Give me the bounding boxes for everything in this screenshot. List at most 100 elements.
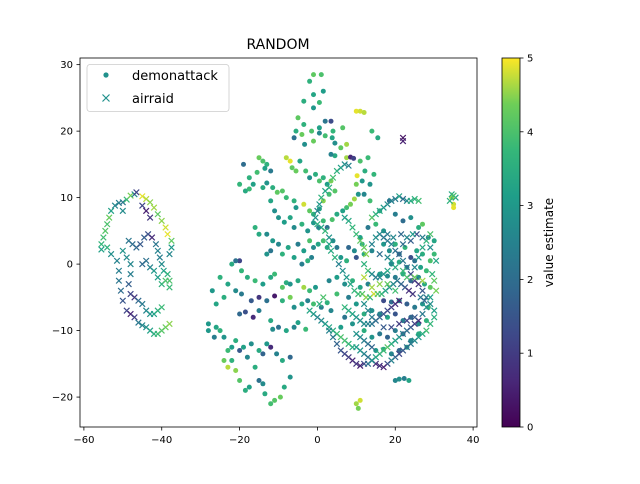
airraid-point [411, 274, 418, 281]
demonattack-point [225, 364, 231, 370]
airraid-point [162, 277, 169, 284]
airraid-point [164, 270, 171, 278]
demonattack-point [268, 318, 274, 324]
demonattack-point [420, 221, 425, 227]
demonattack-point [291, 225, 297, 230]
demonattack-point [316, 100, 322, 105]
demonattack-point [427, 258, 433, 264]
demonattack-point [401, 376, 407, 381]
demonattack-point [346, 245, 352, 250]
demonattack-point [213, 324, 219, 330]
airraid-point [137, 240, 144, 248]
demonattack-point [400, 218, 406, 224]
demonattack-point [361, 328, 367, 334]
airraid-point [356, 362, 364, 370]
demonattack-point [272, 271, 278, 277]
demonattack-point [264, 251, 270, 257]
demonattack-point [311, 245, 316, 250]
demonattack-point [320, 218, 326, 224]
demonattack-point [279, 188, 285, 194]
airraid-point [103, 244, 111, 251]
airraid-point [127, 270, 134, 278]
airraid-point [419, 287, 426, 294]
demonattack-point [272, 397, 278, 403]
demonattack-point [334, 245, 340, 250]
demonattack-point [205, 321, 211, 327]
airraid-point [360, 244, 368, 251]
demonattack-point [344, 205, 350, 211]
airraid-point [139, 202, 146, 209]
airraid-point [150, 204, 158, 211]
demonattack-point [385, 273, 390, 279]
airraid-point [325, 234, 333, 241]
airraid-point [432, 287, 440, 294]
demonattack-point [274, 189, 280, 195]
colorbar-tick-label: 2 [527, 275, 533, 286]
demonattack-point [392, 211, 398, 217]
airraid-point [395, 250, 403, 258]
demonattack-point [256, 294, 262, 300]
demonattack-point [346, 294, 352, 300]
demonattack-point [408, 255, 414, 260]
demonattack-point [369, 128, 375, 134]
demonattack-point [301, 98, 307, 104]
demonattack-point [427, 284, 433, 290]
demonattack-point [279, 298, 285, 304]
demonattack-point [237, 311, 243, 317]
airraid-point [450, 192, 457, 199]
demonattack-point [276, 324, 281, 330]
demonattack-point [332, 140, 338, 146]
demonattack-point [332, 153, 338, 159]
demonattack-point [246, 384, 252, 390]
demonattack-point [248, 341, 254, 347]
y-tick-label: −10 [52, 326, 73, 337]
demonattack-point [287, 158, 293, 164]
airraid-point [158, 260, 165, 268]
airraid-point [403, 317, 411, 324]
demonattack-point [431, 238, 437, 244]
airraid-point [427, 230, 434, 238]
demonattack-point [408, 215, 414, 221]
demonattack-point [329, 135, 335, 141]
airraid-point [107, 207, 115, 215]
airraid-point [327, 247, 335, 255]
demonattack-point [412, 304, 418, 310]
airraid-point [380, 363, 387, 371]
airraid-point [399, 257, 407, 265]
airraid-point [419, 277, 426, 284]
demonattack-point [350, 321, 355, 327]
airraid-point [321, 187, 329, 195]
x-tick-label: −20 [229, 435, 250, 446]
airraid-point [113, 257, 121, 265]
airraid-point [150, 267, 158, 275]
airraid-point [362, 250, 370, 258]
demonattack-point [295, 320, 301, 326]
y-tick-label: 0 [67, 260, 73, 271]
airraid-point [392, 287, 399, 294]
demonattack-point [332, 188, 338, 194]
demonattack-point [365, 225, 371, 230]
demonattack-point [260, 185, 266, 191]
airraid-point [333, 340, 341, 348]
demonattack-point [305, 258, 311, 264]
demonattack-point [320, 88, 326, 94]
airraid-point [376, 362, 383, 370]
demonattack-point [318, 72, 324, 78]
airraid-point [368, 314, 376, 321]
demonattack-point [301, 284, 307, 290]
demonattack-point [287, 294, 293, 300]
airraid-point [397, 230, 405, 238]
colorbar-tick-label: 3 [527, 201, 533, 212]
demonattack-point [301, 122, 307, 127]
demonattack-point [229, 358, 235, 363]
demonattack-point [328, 308, 334, 314]
demonattack-point [373, 221, 379, 227]
airraid-point [364, 307, 372, 314]
plot-frame [79, 57, 478, 428]
demonattack-point [242, 309, 248, 315]
y-tick-label: −20 [52, 393, 73, 404]
airraid-point [168, 244, 175, 251]
airraid-point [127, 260, 134, 268]
demonattack-point [233, 338, 239, 344]
airraid-point [154, 247, 162, 255]
